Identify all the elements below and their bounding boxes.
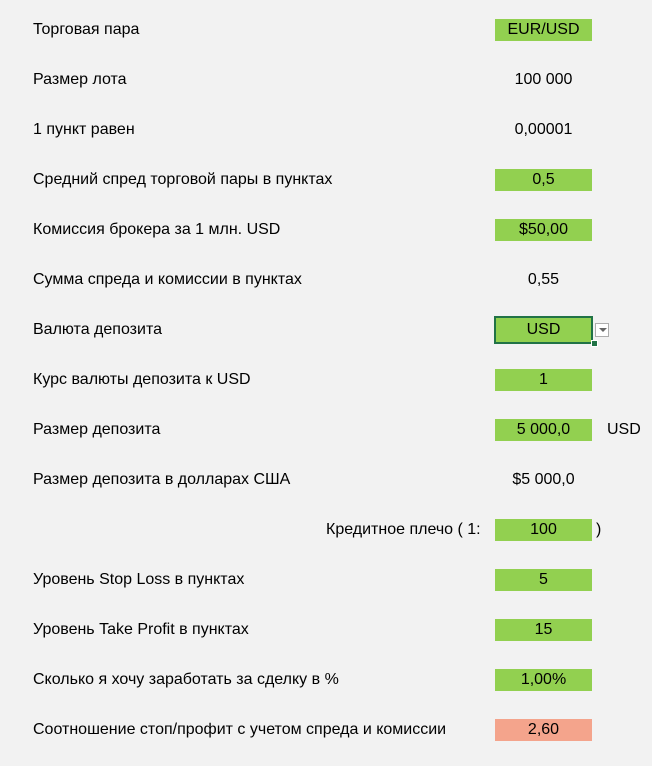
cell-deposit-rate[interactable]: 1 (495, 369, 592, 391)
cell-take-profit[interactable]: 15 (495, 619, 592, 641)
cell-deposit-usd[interactable]: $5 000,0 (512, 471, 575, 488)
cell-deposit-currency[interactable]: USD (494, 316, 593, 344)
label-avg-spread: Средний спред торговой пары в пунктах (33, 171, 333, 188)
row-target-profit: Сколько я хочу заработать за сделку в % … (0, 655, 652, 705)
cell-pip-value[interactable]: 0,00001 (514, 121, 573, 138)
row-spread-commission-sum: Сумма спреда и комиссии в пунктах 0,55 (0, 255, 652, 305)
label-trading-pair: Торговая пара (33, 21, 140, 38)
label-target-profit: Сколько я хочу заработать за сделку в % (33, 671, 339, 688)
chevron-down-icon[interactable] (595, 323, 609, 337)
row-pip-value: 1 пункт равен 0,00001 (0, 105, 652, 155)
fill-handle[interactable] (591, 340, 598, 347)
cell-trading-pair[interactable]: EUR/USD (495, 19, 592, 41)
cell-stop-loss[interactable]: 5 (495, 569, 592, 591)
label-stop-loss: Уровень Stop Loss в пунктах (33, 571, 245, 588)
label-risk-reward: Соотношение стоп/профит с учетом спреда … (33, 721, 447, 738)
label-take-profit: Уровень Take Profit в пунктах (33, 621, 249, 638)
label-deposit-rate: Курс валюты депозита к USD (33, 371, 251, 388)
cell-deposit-size[interactable]: 5 000,0 (495, 419, 592, 441)
label-spread-commission-sum: Сумма спреда и комиссии в пунктах (33, 271, 302, 288)
row-lot-size: Размер лота 100 000 (0, 55, 652, 105)
label-leverage: Кредитное плечо ( 1: (326, 521, 481, 538)
cell-risk-reward[interactable]: 2,60 (495, 719, 592, 741)
row-deposit-usd: Размер депозита в долларах США $5 000,0 (0, 455, 652, 505)
label-deposit-usd: Размер депозита в долларах США (33, 471, 291, 488)
label-deposit-size: Размер депозита (33, 421, 161, 438)
row-stop-loss: Уровень Stop Loss в пунктах 5 (0, 555, 652, 605)
cell-target-profit[interactable]: 1,00% (495, 669, 592, 691)
row-leverage: Кредитное плечо ( 1: 100 ) (0, 505, 652, 555)
row-avg-spread: Средний спред торговой пары в пунктах 0,… (0, 155, 652, 205)
deposit-size-currency: USD (607, 421, 641, 438)
row-deposit-currency: Валюта депозита USD (0, 305, 652, 355)
cell-leverage[interactable]: 100 (495, 519, 592, 541)
cell-broker-commission[interactable]: $50,00 (495, 219, 592, 241)
cell-lot-size[interactable]: 100 000 (514, 71, 573, 88)
label-lot-size: Размер лота (33, 71, 127, 88)
row-deposit-size: Размер депозита 5 000,0 USD (0, 405, 652, 455)
cell-spread-commission-sum[interactable]: 0,55 (527, 271, 560, 288)
leverage-close-paren: ) (596, 521, 602, 538)
row-risk-reward: Соотношение стоп/профит с учетом спреда … (0, 705, 652, 755)
row-take-profit: Уровень Take Profit в пунктах 15 (0, 605, 652, 655)
label-broker-commission: Комиссия брокера за 1 млн. USD (33, 221, 281, 238)
label-deposit-currency: Валюта депозита (33, 321, 162, 338)
cell-avg-spread[interactable]: 0,5 (495, 169, 592, 191)
row-trading-pair: Торговая пара EUR/USD (0, 5, 652, 55)
row-deposit-rate: Курс валюты депозита к USD 1 (0, 355, 652, 405)
row-broker-commission: Комиссия брокера за 1 млн. USD $50,00 (0, 205, 652, 255)
label-pip-value: 1 пункт равен (33, 121, 135, 138)
